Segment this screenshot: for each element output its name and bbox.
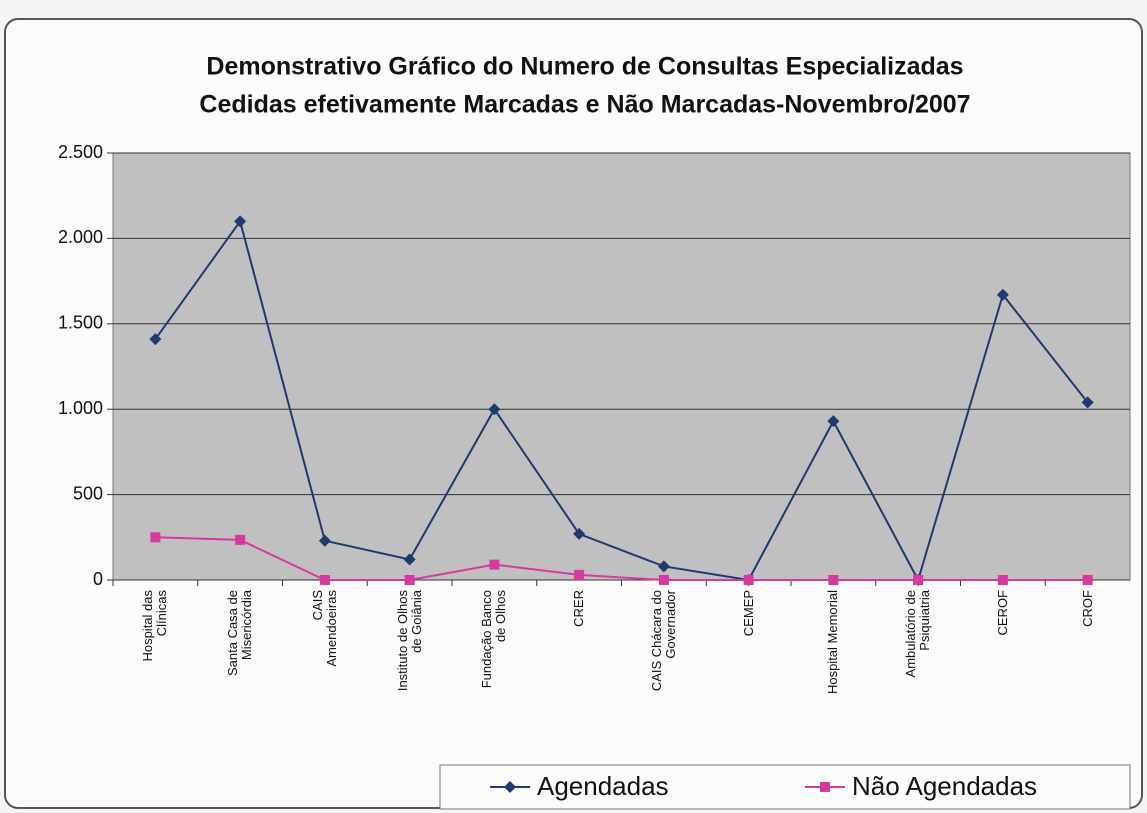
x-tick-label: Hospital das Clínicas — [140, 590, 170, 662]
data-point — [150, 532, 161, 543]
legend — [439, 764, 1131, 810]
x-tick-label: CAIS Amendoeiras — [309, 590, 339, 667]
x-tick-label: Hospital Memorial — [825, 590, 841, 695]
y-tick-label: 0 — [93, 569, 103, 589]
data-point — [1081, 396, 1094, 409]
y-tick-label: 2.000 — [58, 227, 103, 247]
y-tick-label: 2.500 — [58, 142, 103, 162]
x-tick-label: Santa Casa de Misericórdia — [225, 590, 255, 677]
data-point — [504, 781, 516, 793]
data-point — [488, 403, 501, 416]
data-point — [574, 569, 585, 580]
data-point — [657, 560, 670, 573]
data-point — [828, 575, 839, 585]
y-tick-label: 1.500 — [58, 313, 103, 333]
x-tick-label: Ambulatório de Psiquiatria — [903, 590, 933, 678]
x-tick-label: CEROF — [994, 590, 1010, 636]
chart-title: Demonstrativo Gráfico do Numero de Consu… — [206, 53, 963, 81]
x-tick-label: Instituto de Olhos de Goiânia — [394, 590, 424, 692]
x-tick-label: CRER — [571, 590, 587, 627]
series-line — [155, 536, 1088, 581]
x-tick-label: Fundação Banco de Olhos — [479, 590, 509, 689]
plot-area — [112, 152, 1131, 581]
data-point — [827, 415, 840, 428]
data-point — [319, 575, 330, 585]
y-tick-label: 500 — [73, 483, 103, 503]
legend-label: Não Agendadas — [852, 771, 1037, 801]
data-point — [1082, 575, 1093, 585]
data-point — [149, 333, 162, 346]
data-point — [996, 288, 1009, 301]
data-point — [820, 782, 830, 792]
chart-title: Cedidas efetivamente Marcadas e Não Marc… — [199, 91, 970, 119]
y-tick-label: 1.000 — [58, 398, 103, 418]
data-point — [403, 553, 416, 566]
data-point — [997, 575, 1008, 585]
data-point — [913, 575, 924, 585]
data-point — [743, 575, 754, 585]
data-point — [658, 575, 669, 585]
data-point — [234, 215, 247, 228]
data-point — [404, 575, 415, 585]
x-tick-label: CROF — [1079, 590, 1095, 627]
data-point — [573, 527, 586, 540]
data-point — [235, 534, 246, 545]
x-tick-label: CAIS Chácara do Governador — [648, 590, 678, 692]
data-point — [489, 559, 500, 570]
legend-label: Agendadas — [537, 771, 669, 801]
series-line — [154, 219, 1089, 583]
x-tick-label: CEMEP — [740, 590, 756, 637]
data-point — [318, 534, 331, 547]
